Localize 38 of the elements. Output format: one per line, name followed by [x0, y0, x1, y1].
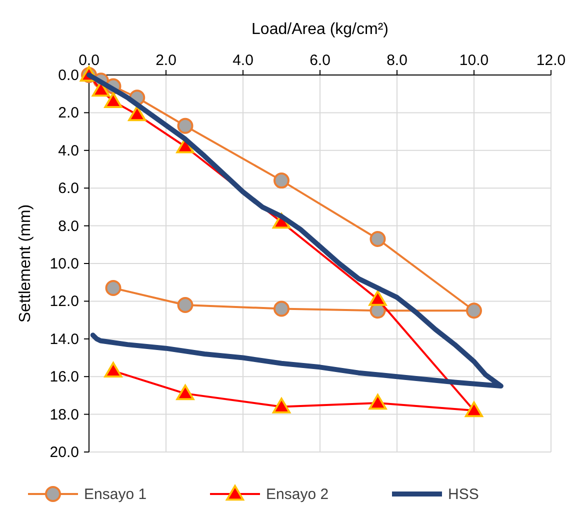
x-tick-label: 6.0 — [310, 52, 330, 69]
y-tick-label: 8.0 — [58, 218, 79, 235]
point — [370, 230, 386, 247]
y-tick-label: 10.0 — [50, 256, 79, 272]
x-tick-label: 8.0 — [386, 52, 408, 69]
point — [274, 300, 290, 317]
legend-label: HSS — [448, 486, 479, 503]
point — [176, 384, 194, 400]
point — [465, 402, 483, 418]
y-tick-label: 0.0 — [58, 67, 79, 84]
point — [104, 362, 122, 378]
x-tick-label: 10.0 — [459, 52, 489, 69]
point — [177, 118, 194, 134]
point — [104, 92, 122, 108]
point — [128, 106, 146, 122]
y-tick-label: 18.0 — [50, 406, 79, 424]
legend-label: Ensayo 1 — [84, 486, 147, 503]
x-axis-title: Load/Area (kg/cm²) — [252, 21, 388, 38]
y-tick-label: 16.0 — [50, 368, 79, 386]
point — [272, 398, 290, 414]
y-tick-label: 6.0 — [58, 180, 79, 198]
y-axis-title: Settlement (mm) — [17, 204, 34, 323]
x-tick-label: 4.0 — [232, 52, 254, 69]
y-tick-label: 14.0 — [50, 330, 79, 348]
x-tick-label: 0.0 — [78, 52, 100, 69]
y-tick-label: 12.0 — [50, 293, 79, 310]
point — [466, 302, 482, 319]
y-tick-label: 2.0 — [58, 104, 79, 122]
x-tick-label: 12.0 — [536, 52, 566, 69]
point — [274, 172, 290, 189]
y-tick-label: 4.0 — [58, 142, 79, 160]
point — [368, 394, 387, 410]
x-tick-label: 2.0 — [156, 52, 176, 69]
legend-label: Ensayo 2 — [266, 486, 329, 503]
point — [368, 290, 387, 306]
point — [105, 280, 122, 296]
y-tick-label: 20.0 — [50, 444, 79, 461]
point — [177, 296, 194, 313]
